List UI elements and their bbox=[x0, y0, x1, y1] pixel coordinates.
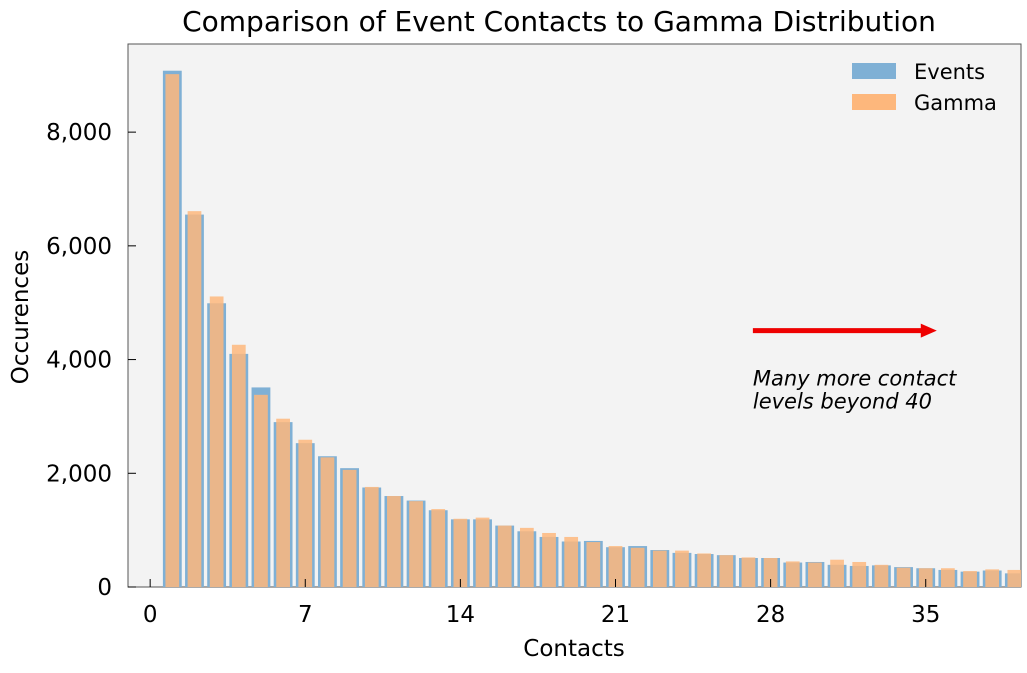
bar-gamma-18 bbox=[542, 532, 556, 587]
y-tick-label-2000: 2,000 bbox=[46, 461, 112, 487]
y-tick-label-4000: 4,000 bbox=[46, 348, 112, 374]
bar-gamma-22 bbox=[630, 547, 645, 587]
bar-gamma-31 bbox=[830, 559, 844, 587]
bar-gamma-11 bbox=[387, 496, 401, 587]
bar-gamma-36 bbox=[941, 568, 955, 587]
y-axis: 0 2,000 4,000 6,000 8,000 bbox=[46, 120, 136, 601]
bar-gamma-9 bbox=[342, 469, 357, 587]
bar-gamma-28 bbox=[763, 558, 778, 587]
x-tick-label-0: 0 bbox=[143, 602, 158, 628]
bar-gamma-26 bbox=[719, 555, 734, 587]
bar-gamma-10 bbox=[364, 486, 379, 587]
x-axis-label: Contacts bbox=[523, 636, 624, 662]
bar-gamma-3 bbox=[209, 296, 224, 587]
chart-title: Comparison of Event Contacts to Gamma Di… bbox=[182, 5, 936, 38]
legend-swatch-gamma bbox=[852, 94, 896, 110]
bar-gamma-8 bbox=[320, 457, 335, 587]
legend-swatch-events bbox=[852, 63, 896, 79]
bar-gamma-4 bbox=[231, 344, 246, 587]
annotation-text-line2: levels beyond 40 bbox=[753, 390, 932, 414]
bar-gamma-32 bbox=[852, 561, 867, 587]
x-tick-label-14: 14 bbox=[446, 602, 475, 628]
bar-gamma-17 bbox=[519, 527, 534, 587]
y-tick-label-8000: 8,000 bbox=[46, 120, 112, 146]
x-axis: 0 7 14 21 28 35 bbox=[143, 579, 940, 628]
bar-gamma-37 bbox=[963, 571, 977, 587]
bar-gamma-16 bbox=[497, 525, 512, 587]
bar-gamma-34 bbox=[896, 567, 911, 587]
bar-gamma-7 bbox=[298, 439, 313, 587]
y-tick-label-6000: 6,000 bbox=[46, 234, 112, 260]
bar-gamma-39 bbox=[1007, 569, 1021, 587]
x-tick-label-35: 35 bbox=[911, 602, 940, 628]
x-tick-label-7: 7 bbox=[298, 602, 313, 628]
bar-gamma-30 bbox=[808, 562, 822, 587]
legend: Events Gamma bbox=[852, 60, 997, 115]
bar-gamma-20 bbox=[586, 542, 601, 587]
y-axis-label: Occurences bbox=[8, 250, 34, 384]
bar-gamma-6 bbox=[276, 418, 290, 587]
legend-label-gamma: Gamma bbox=[914, 91, 997, 115]
y-tick-label-0: 0 bbox=[97, 575, 112, 601]
bar-gamma-23 bbox=[652, 550, 667, 587]
bar-gamma-12 bbox=[409, 501, 423, 587]
bar-gamma-5 bbox=[254, 394, 268, 587]
bar-gamma-29 bbox=[785, 561, 800, 587]
bar-gamma-14 bbox=[453, 518, 468, 587]
annotation-text-line1: Many more contact bbox=[753, 367, 957, 391]
bar-gamma-25 bbox=[697, 553, 711, 587]
x-tick-label-21: 21 bbox=[601, 602, 630, 628]
bar-gamma-1 bbox=[165, 74, 180, 587]
bar-gamma-33 bbox=[874, 564, 889, 587]
bar-gamma-24 bbox=[675, 550, 689, 587]
bar-gamma-21 bbox=[608, 546, 623, 587]
annotation-arrow-head bbox=[920, 323, 937, 338]
bars-group bbox=[162, 70, 1021, 587]
bar-gamma-2 bbox=[187, 211, 202, 587]
x-tick-label-28: 28 bbox=[756, 602, 785, 628]
bar-gamma-35 bbox=[918, 568, 933, 587]
bar-gamma-13 bbox=[431, 509, 446, 587]
bar-gamma-38 bbox=[985, 569, 1000, 587]
legend-label-events: Events bbox=[914, 60, 985, 84]
bar-gamma-27 bbox=[741, 557, 756, 587]
bar-gamma-15 bbox=[475, 517, 490, 587]
bar-gamma-19 bbox=[564, 536, 579, 587]
